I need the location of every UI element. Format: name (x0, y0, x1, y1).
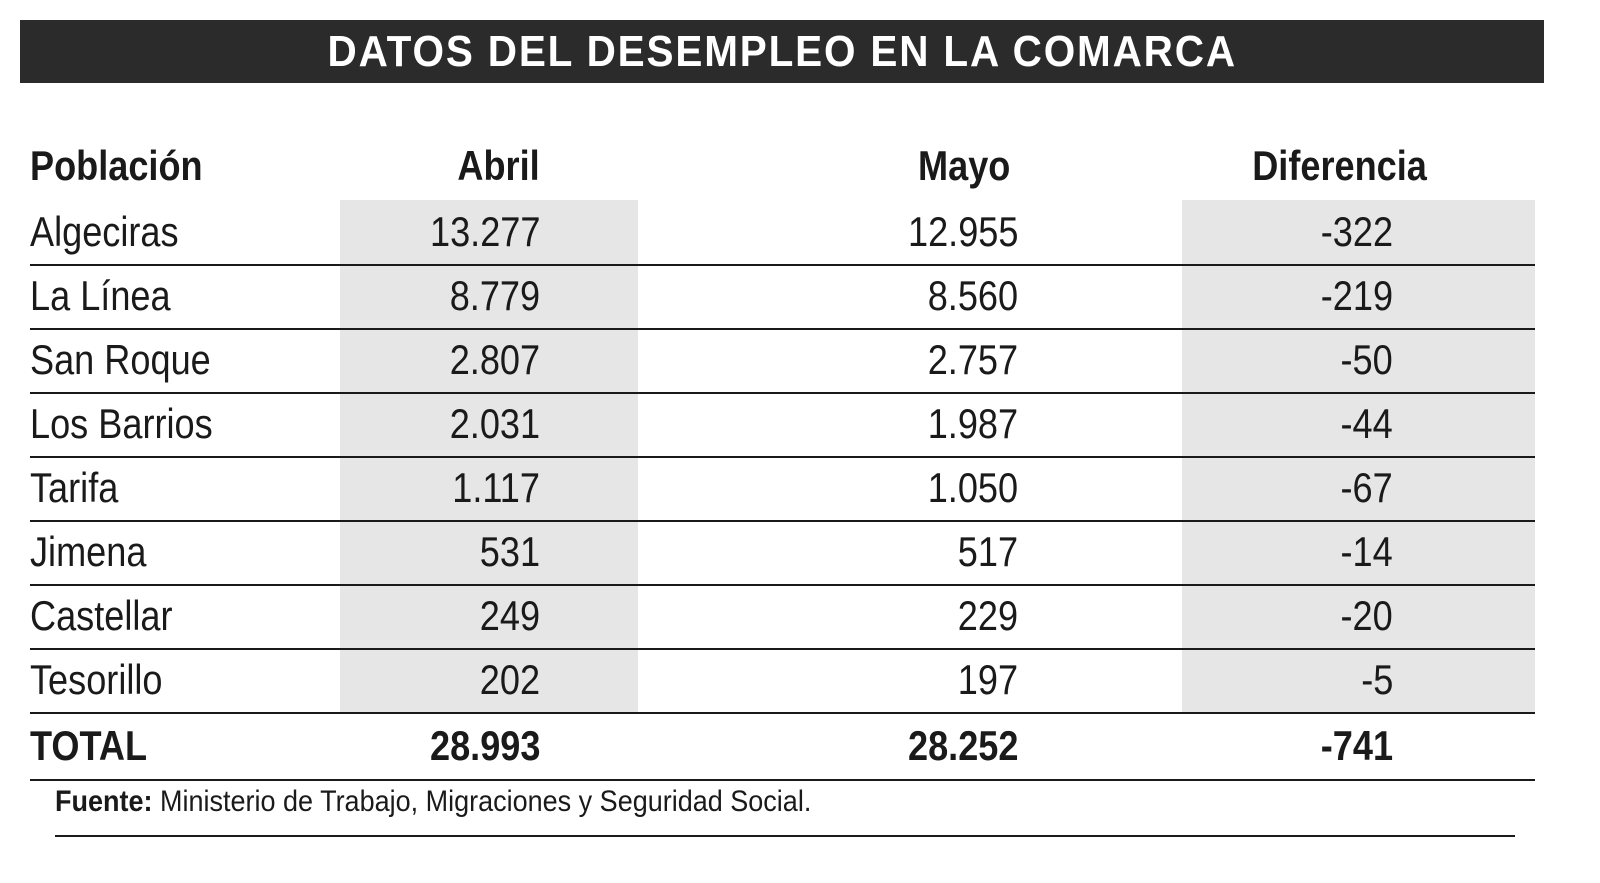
cell-abril-text: 202 (479, 656, 540, 703)
cell-abril-text: 531 (479, 528, 540, 575)
cell-mayo: 229 (718, 584, 1018, 648)
header-abril: Abril (240, 134, 540, 198)
cell-abril-text: 249 (479, 592, 540, 639)
table-title: DATOS DEL DESEMPLEO EN LA COMARCA (327, 26, 1237, 76)
cell-mayo-text: 12.955 (907, 208, 1018, 255)
cell-diferencia-text: -14 (1340, 528, 1393, 575)
cell-abril: 2.807 (240, 328, 540, 392)
cell-abril: 8.779 (240, 264, 540, 328)
cell-poblacion-text: La Línea (30, 272, 171, 319)
total-abril-text: 28.993 (429, 722, 540, 769)
header-diferencia: Diferencia (1190, 134, 1490, 198)
total-abril: 28.993 (240, 714, 540, 778)
footer-divider (55, 835, 1515, 837)
row-divider (30, 712, 1535, 714)
source-label: Fuente: (55, 785, 153, 818)
total-mayo-text: 28.252 (907, 722, 1018, 769)
cell-diferencia-text: -50 (1340, 336, 1393, 383)
cell-mayo-text: 197 (957, 656, 1018, 703)
row-divider (30, 392, 1535, 394)
cell-diferencia-text: -67 (1340, 464, 1393, 511)
cell-poblacion-text: Tesorillo (30, 656, 163, 703)
cell-diferencia-text: -5 (1360, 656, 1393, 703)
cell-abril-text: 2.807 (449, 336, 540, 383)
cell-mayo-text: 8.560 (927, 272, 1018, 319)
cell-diferencia-text: -322 (1320, 208, 1393, 255)
row-divider (30, 328, 1535, 330)
cell-abril-text: 2.031 (449, 400, 540, 447)
header-mayo-text: Mayo (917, 142, 1010, 189)
source-text: Ministerio de Trabajo, Migraciones y Seg… (152, 785, 812, 818)
cell-mayo-text: 517 (957, 528, 1018, 575)
cell-mayo-text: 1.050 (927, 464, 1018, 511)
cell-mayo: 517 (718, 520, 1018, 584)
total-diferencia-text: -741 (1320, 722, 1393, 769)
header-poblacion-text: Población (30, 142, 203, 189)
cell-poblacion: San Roque (30, 328, 330, 392)
cell-poblacion: Jimena (30, 520, 330, 584)
cell-diferencia: -20 (1093, 584, 1393, 648)
cell-abril-text: 8.779 (449, 272, 540, 319)
row-divider (30, 584, 1535, 586)
cell-mayo: 2.757 (718, 328, 1018, 392)
cell-poblacion-text: Tarifa (30, 464, 119, 511)
cell-poblacion: Tesorillo (30, 648, 330, 712)
cell-mayo: 197 (718, 648, 1018, 712)
row-divider (30, 456, 1535, 458)
header-diferencia-text: Diferencia (1252, 142, 1428, 189)
header-poblacion: Población (30, 134, 330, 198)
cell-poblacion: La Línea (30, 264, 330, 328)
cell-abril-text: 13.277 (429, 208, 540, 255)
row-divider (30, 648, 1535, 650)
cell-mayo: 8.560 (718, 264, 1018, 328)
total-poblacion-text: TOTAL (30, 722, 148, 769)
cell-poblacion: Tarifa (30, 456, 330, 520)
total-diferencia: -741 (1093, 714, 1393, 778)
cell-mayo: 1.050 (718, 456, 1018, 520)
cell-abril: 13.277 (240, 200, 540, 264)
row-divider (30, 264, 1535, 266)
cell-abril: 1.117 (240, 456, 540, 520)
header-abril-text: Abril (457, 142, 540, 189)
cell-abril: 531 (240, 520, 540, 584)
cell-mayo: 1.987 (718, 392, 1018, 456)
cell-abril: 202 (240, 648, 540, 712)
source-note: Fuente: Ministerio de Trabajo, Migracion… (55, 785, 895, 819)
cell-poblacion-text: San Roque (30, 336, 211, 383)
cell-poblacion-text: Castellar (30, 592, 173, 639)
cell-diferencia: -44 (1093, 392, 1393, 456)
cell-poblacion-text: Los Barrios (30, 400, 213, 447)
cell-abril: 2.031 (240, 392, 540, 456)
cell-diferencia-text: -219 (1320, 272, 1393, 319)
cell-poblacion: Castellar (30, 584, 330, 648)
cell-diferencia-text: -44 (1340, 400, 1393, 447)
cell-mayo-text: 229 (957, 592, 1018, 639)
total-mayo: 28.252 (718, 714, 1018, 778)
cell-diferencia: -219 (1093, 264, 1393, 328)
cell-poblacion: Los Barrios (30, 392, 330, 456)
total-divider (30, 779, 1535, 781)
cell-diferencia: -67 (1093, 456, 1393, 520)
title-bar: DATOS DEL DESEMPLEO EN LA COMARCA (20, 20, 1544, 83)
row-divider (30, 520, 1535, 522)
cell-abril: 249 (240, 584, 540, 648)
cell-mayo-text: 1.987 (927, 400, 1018, 447)
cell-mayo-text: 2.757 (927, 336, 1018, 383)
cell-diferencia-text: -20 (1340, 592, 1393, 639)
cell-diferencia: -50 (1093, 328, 1393, 392)
cell-poblacion-text: Jimena (30, 528, 147, 575)
cell-diferencia: -322 (1093, 200, 1393, 264)
cell-abril-text: 1.117 (452, 464, 540, 511)
cell-poblacion-text: Algeciras (30, 208, 179, 255)
cell-diferencia: -5 (1093, 648, 1393, 712)
header-mayo: Mayo (710, 134, 1010, 198)
cell-mayo: 12.955 (718, 200, 1018, 264)
cell-poblacion: Algeciras (30, 200, 330, 264)
cell-diferencia: -14 (1093, 520, 1393, 584)
total-poblacion: TOTAL (30, 714, 330, 778)
